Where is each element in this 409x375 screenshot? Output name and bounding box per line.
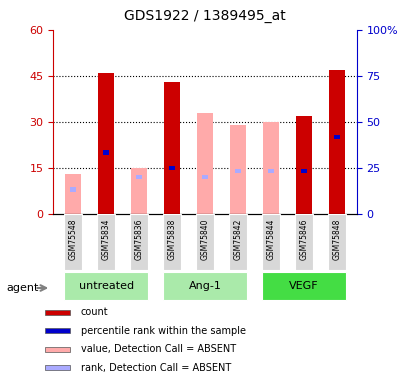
Bar <box>262 122 279 214</box>
FancyBboxPatch shape <box>64 272 148 300</box>
Bar <box>45 310 70 315</box>
Bar <box>65 174 81 214</box>
Bar <box>196 112 213 214</box>
FancyBboxPatch shape <box>261 272 345 300</box>
Text: GSM75848: GSM75848 <box>332 218 341 259</box>
Text: count: count <box>81 307 108 317</box>
Bar <box>169 165 174 170</box>
Bar <box>98 73 114 214</box>
Text: GSM75844: GSM75844 <box>266 218 275 260</box>
FancyBboxPatch shape <box>162 272 247 300</box>
Text: GSM75834: GSM75834 <box>101 218 110 260</box>
Bar <box>45 365 70 370</box>
FancyBboxPatch shape <box>195 214 214 270</box>
Text: percentile rank within the sample: percentile rank within the sample <box>81 326 245 336</box>
FancyBboxPatch shape <box>130 214 148 270</box>
Text: GSM75548: GSM75548 <box>68 218 77 260</box>
Bar <box>163 82 180 214</box>
Text: VEGF: VEGF <box>288 281 318 291</box>
Text: Ang-1: Ang-1 <box>188 281 221 291</box>
Text: GSM75840: GSM75840 <box>200 218 209 260</box>
FancyBboxPatch shape <box>228 214 247 270</box>
Bar <box>229 125 246 214</box>
FancyBboxPatch shape <box>64 214 82 270</box>
Text: GSM75836: GSM75836 <box>134 218 143 260</box>
FancyBboxPatch shape <box>261 214 279 270</box>
Bar <box>267 169 273 173</box>
Bar <box>130 168 147 214</box>
Bar <box>70 187 76 192</box>
Text: GSM75846: GSM75846 <box>299 218 308 260</box>
FancyBboxPatch shape <box>327 214 345 270</box>
Bar <box>235 169 240 173</box>
FancyBboxPatch shape <box>97 214 115 270</box>
Text: GSM75838: GSM75838 <box>167 218 176 259</box>
Bar <box>103 150 108 155</box>
Text: agent: agent <box>6 283 38 293</box>
FancyBboxPatch shape <box>294 214 312 270</box>
Text: GSM75842: GSM75842 <box>233 218 242 259</box>
FancyBboxPatch shape <box>162 214 181 270</box>
Text: untreated: untreated <box>78 281 133 291</box>
Text: rank, Detection Call = ABSENT: rank, Detection Call = ABSENT <box>81 363 230 373</box>
Text: value, Detection Call = ABSENT: value, Detection Call = ABSENT <box>81 344 235 354</box>
Bar <box>136 175 142 179</box>
Bar <box>45 328 70 333</box>
Bar <box>202 175 207 179</box>
Bar <box>295 116 311 214</box>
Bar <box>333 135 339 140</box>
Text: GDS1922 / 1389495_at: GDS1922 / 1389495_at <box>124 9 285 23</box>
Bar <box>45 347 70 352</box>
Bar <box>301 169 306 173</box>
Bar <box>328 70 344 214</box>
